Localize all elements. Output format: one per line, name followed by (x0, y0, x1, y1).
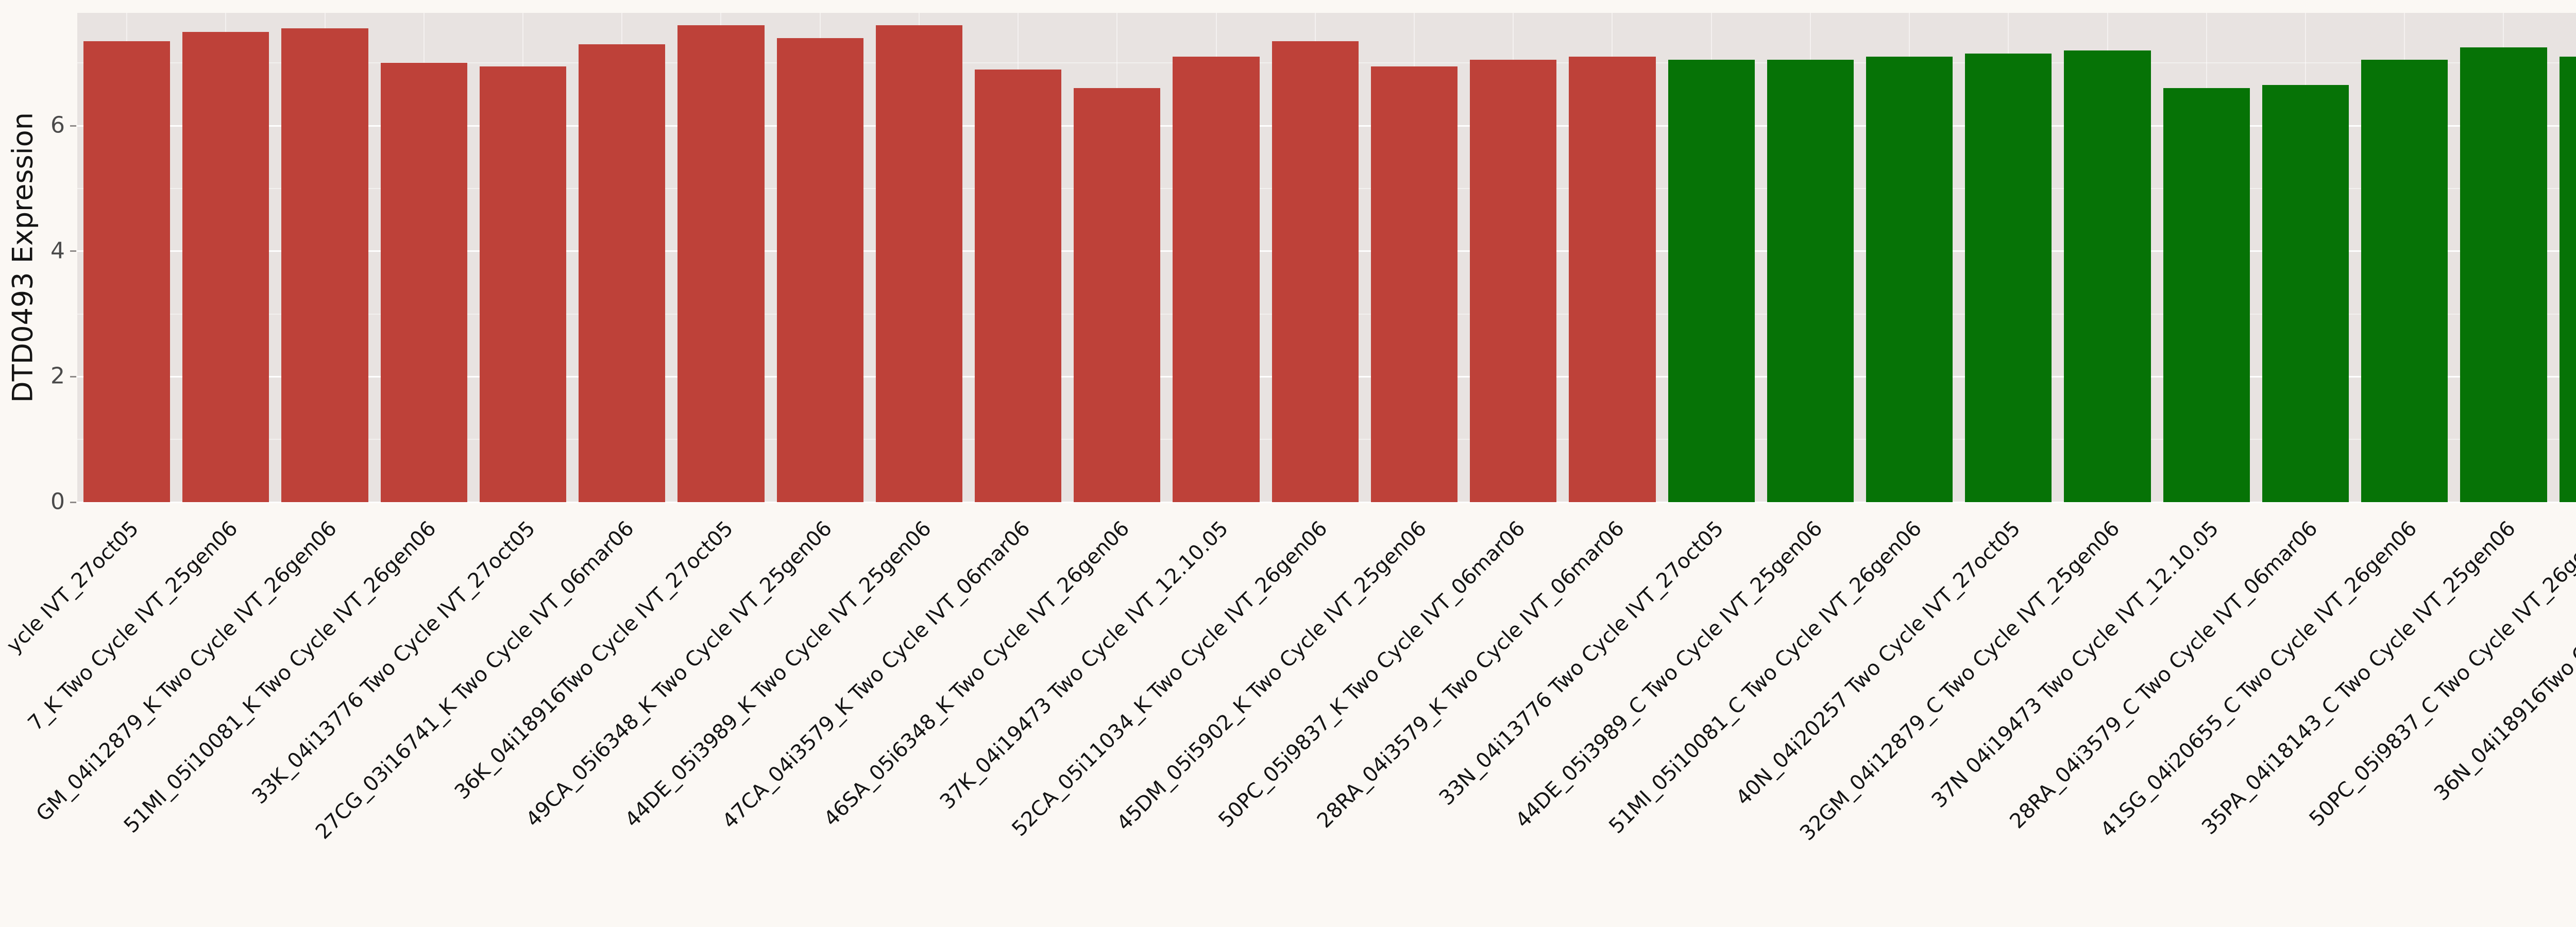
bar (2361, 60, 2448, 502)
bar (579, 44, 666, 502)
y-tick-label: 0 (50, 488, 65, 515)
bar (1569, 57, 1656, 502)
bar (83, 41, 171, 502)
major-gridline (77, 501, 2576, 503)
x-tick-label: 36N_04i18916Two Cycle IVT_27oct05 (2429, 517, 2576, 806)
x-axis: ycle IVT_27oct05 7_K Two Cycle IVT_25gen0… (3, 508, 2576, 915)
bar (2262, 85, 2349, 502)
y-tick-label: 2 (50, 363, 65, 389)
y-tick-label: 6 (50, 112, 65, 139)
bar (875, 25, 962, 502)
y-tick-mark (70, 125, 76, 127)
bar (975, 69, 1062, 502)
bar (1965, 54, 2052, 502)
bar (1074, 88, 1161, 502)
y-tick-mark (70, 250, 76, 252)
bar (1866, 57, 1953, 502)
bar (1668, 60, 1755, 502)
bar (479, 66, 567, 502)
bar (1272, 41, 1359, 502)
y-tick-mark (70, 375, 76, 377)
bar (182, 31, 269, 502)
y-tick-mark (70, 501, 76, 503)
bar (2559, 57, 2576, 502)
plot-area (77, 13, 2576, 503)
bar (1370, 66, 1458, 502)
bar (2163, 88, 2250, 502)
bars (77, 13, 2576, 502)
bar (281, 28, 368, 502)
bar (2064, 50, 2151, 502)
bar (677, 25, 765, 502)
bar (380, 63, 467, 502)
y-tick-label: 4 (50, 237, 65, 264)
bar (1470, 60, 1557, 502)
bar (1173, 57, 1260, 502)
bar (2460, 47, 2547, 502)
bar (1767, 60, 1854, 502)
bar (776, 38, 863, 502)
